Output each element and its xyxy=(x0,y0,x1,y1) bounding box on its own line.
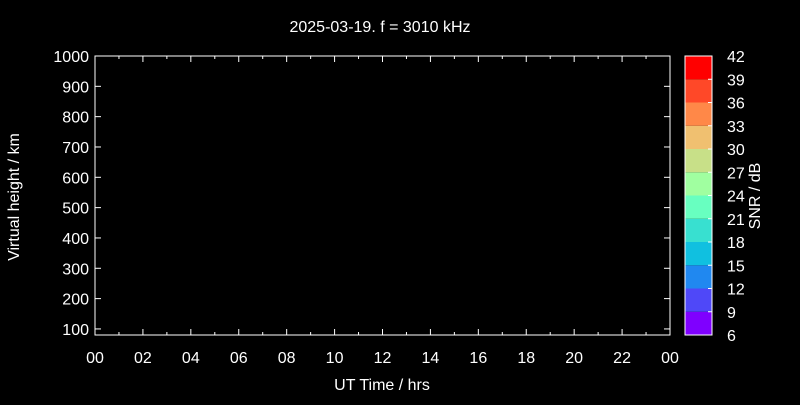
chart-title: 2025-03-19. f = 3010 kHz xyxy=(289,19,470,36)
colorbar-tick-label: 33 xyxy=(727,119,745,136)
colorbar-band xyxy=(685,56,712,80)
x-tick-label: 06 xyxy=(230,350,248,367)
colorbar-tick-label: 42 xyxy=(727,49,745,66)
colorbar-band xyxy=(685,79,712,103)
x-axis-label: UT Time / hrs xyxy=(334,377,430,394)
x-tick-label: 20 xyxy=(565,350,583,367)
x-tick-label: 10 xyxy=(326,350,344,367)
y-axis-label: Virtual height / km xyxy=(6,133,23,261)
x-tick-label: 02 xyxy=(134,350,152,367)
y-tick-label: 600 xyxy=(62,170,89,187)
y-tick-label: 500 xyxy=(62,201,89,218)
colorbar-band xyxy=(685,288,712,312)
x-tick-label: 18 xyxy=(517,350,535,367)
colorbar-tick-label: 24 xyxy=(727,189,745,206)
colorbar-band xyxy=(685,102,712,126)
y-tick-label: 1000 xyxy=(53,49,89,66)
colorbar-tick-label: 12 xyxy=(727,282,745,299)
x-tick-label: 22 xyxy=(613,350,631,367)
colorbar-tick-label: 30 xyxy=(727,142,745,159)
colorbar-tick-label: 6 xyxy=(727,328,736,345)
y-tick-label: 800 xyxy=(62,110,89,127)
colorbar-tick-label: 18 xyxy=(727,235,745,252)
x-tick-label: 00 xyxy=(86,350,104,367)
colorbar-band xyxy=(685,218,712,242)
plot-frame xyxy=(94,55,671,336)
colorbar-band xyxy=(685,265,712,289)
colorbar-tick-label: 39 xyxy=(727,72,745,89)
y-tick-label: 400 xyxy=(62,231,89,248)
colorbar-band xyxy=(685,125,712,149)
colorbar-tick-label: 9 xyxy=(727,305,736,322)
colorbar-band xyxy=(685,172,712,196)
y-tick-label: 300 xyxy=(62,261,89,278)
colorbar-tick-label: 27 xyxy=(727,165,745,182)
colorbar-label: SNR / dB xyxy=(747,163,764,230)
x-tick-label: 08 xyxy=(278,350,296,367)
y-tick-label: 900 xyxy=(62,79,89,96)
colorbar-band xyxy=(685,311,712,335)
y-tick-label: 100 xyxy=(62,322,89,339)
colorbar-tick-label: 15 xyxy=(727,258,745,275)
colorbar-band xyxy=(685,149,712,173)
colorbar-tick-label: 21 xyxy=(727,212,745,229)
x-tick-label: 12 xyxy=(374,350,392,367)
colorbar-tick-label: 36 xyxy=(727,96,745,113)
x-tick-label: 16 xyxy=(469,350,487,367)
x-tick-label: 04 xyxy=(182,350,200,367)
x-tick-label: 14 xyxy=(422,350,440,367)
x-tick-label: 00 xyxy=(661,350,679,367)
y-tick-label: 700 xyxy=(62,140,89,157)
colorbar-band xyxy=(685,242,712,266)
colorbar-band xyxy=(685,195,712,219)
y-tick-label: 200 xyxy=(62,292,89,309)
